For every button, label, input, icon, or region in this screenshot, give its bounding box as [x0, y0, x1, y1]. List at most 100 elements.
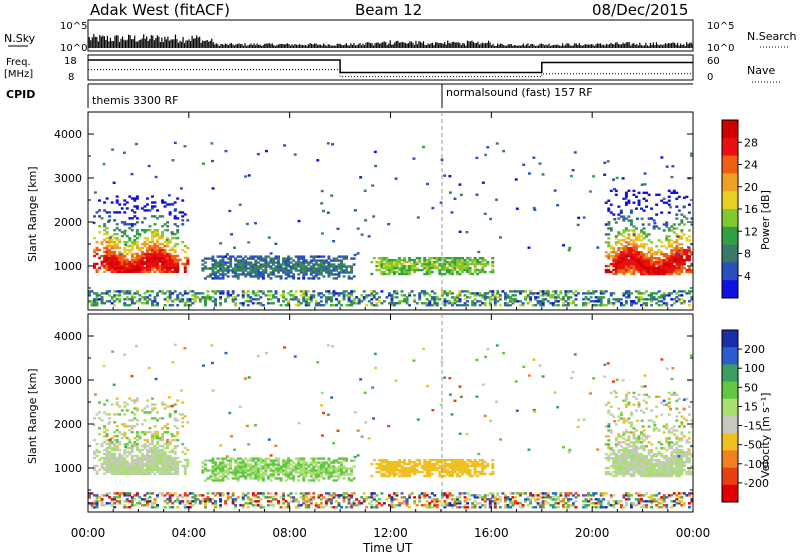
velocity-cell	[130, 462, 134, 466]
power-cell	[120, 207, 124, 210]
power-cell	[670, 266, 674, 270]
power-cell	[602, 296, 606, 299]
power-cell	[395, 302, 399, 305]
velocity-cell	[234, 459, 238, 462]
velocity-cell	[327, 471, 331, 474]
power-cell	[645, 270, 649, 274]
velocity-cell	[256, 457, 260, 460]
velocity-cell	[347, 473, 351, 476]
velocity-cell	[244, 457, 248, 460]
velocity-cell	[264, 471, 268, 474]
power-cell	[624, 290, 628, 293]
colorbar-swatch	[722, 262, 738, 281]
velocity-cell	[123, 472, 127, 475]
power-cell	[282, 269, 286, 272]
velocity-cell	[609, 391, 613, 395]
power-cell	[342, 275, 346, 278]
power-cell	[158, 256, 162, 260]
power-cell	[133, 205, 137, 208]
velocity-cell	[118, 442, 122, 446]
power-cell	[249, 298, 253, 301]
power-cell	[176, 229, 180, 232]
power-cell	[327, 255, 331, 258]
power-cell	[322, 265, 326, 268]
power-cell	[337, 294, 341, 297]
power-cell	[675, 262, 679, 266]
power-cell	[647, 249, 651, 252]
power-cell	[304, 259, 308, 262]
power-cell	[98, 199, 102, 202]
velocity-cell	[294, 465, 298, 468]
velocity-cell	[408, 458, 412, 462]
power-cell	[483, 296, 487, 299]
power-cell	[612, 304, 616, 307]
power-cell	[393, 270, 396, 274]
power-cell	[167, 194, 171, 197]
power-cell	[367, 294, 371, 297]
power-cell	[148, 254, 152, 258]
velocity-cell	[178, 460, 182, 464]
power-cell	[340, 259, 344, 262]
power-cell	[438, 298, 442, 301]
power-cell	[337, 302, 341, 305]
power-cell	[138, 248, 142, 252]
power-cell	[294, 269, 298, 272]
power-cell	[140, 250, 144, 254]
power-cell	[642, 233, 646, 236]
power-cell	[140, 258, 144, 262]
velocity-cell	[393, 462, 396, 466]
power-cell	[113, 290, 117, 293]
power-cell	[614, 189, 618, 193]
power-cell	[647, 251, 651, 254]
power-cell	[161, 254, 165, 258]
velocity-cell	[93, 450, 96, 454]
power-cell	[619, 258, 623, 262]
power-cell	[637, 300, 641, 303]
power-cell	[380, 290, 384, 293]
power-cell	[609, 255, 613, 258]
power-cell	[140, 221, 144, 224]
velocity-cell	[108, 417, 112, 420]
power-cell	[665, 258, 669, 262]
velocity-cell	[148, 450, 152, 454]
velocity-cell	[153, 403, 157, 406]
velocity-cell	[138, 456, 142, 460]
power-cell	[110, 254, 114, 258]
velocity-cell	[468, 474, 472, 478]
power-cell	[259, 273, 263, 276]
power-cell	[433, 260, 437, 264]
power-cell	[145, 238, 149, 242]
velocity-cell	[304, 467, 308, 470]
power-cell	[453, 300, 457, 303]
power-cell	[259, 296, 263, 299]
power-cell	[519, 292, 522, 295]
power-cell	[166, 258, 170, 262]
velocity-cell	[277, 477, 280, 480]
power-cell	[680, 255, 684, 258]
power-cell	[128, 238, 132, 242]
velocity-cell	[148, 446, 152, 450]
velocity-cell	[161, 462, 165, 466]
power-cell	[617, 253, 621, 256]
velocity-cell	[161, 470, 165, 474]
power-cell	[332, 265, 336, 268]
power-cell	[112, 181, 116, 184]
velocity-cell	[105, 450, 109, 454]
power-cell	[463, 298, 467, 301]
power-cell	[670, 225, 674, 228]
freq-panel-frame	[87, 54, 694, 81]
velocity-cell	[140, 466, 144, 470]
power-cell	[211, 263, 215, 266]
velocity-cell	[332, 459, 336, 462]
power-cell	[657, 249, 661, 252]
power-cell	[145, 268, 149, 272]
velocity-cell	[98, 427, 102, 430]
power-cell	[95, 296, 99, 299]
velocity-cell	[309, 463, 313, 466]
power-cell	[317, 269, 321, 272]
velocity-cell	[166, 470, 170, 474]
velocity-cell	[413, 470, 417, 474]
power-cell	[216, 261, 220, 264]
power-cell	[458, 183, 462, 186]
power-cell	[645, 253, 649, 256]
